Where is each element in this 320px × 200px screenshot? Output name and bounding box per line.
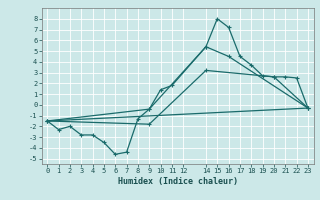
X-axis label: Humidex (Indice chaleur): Humidex (Indice chaleur) <box>118 177 237 186</box>
